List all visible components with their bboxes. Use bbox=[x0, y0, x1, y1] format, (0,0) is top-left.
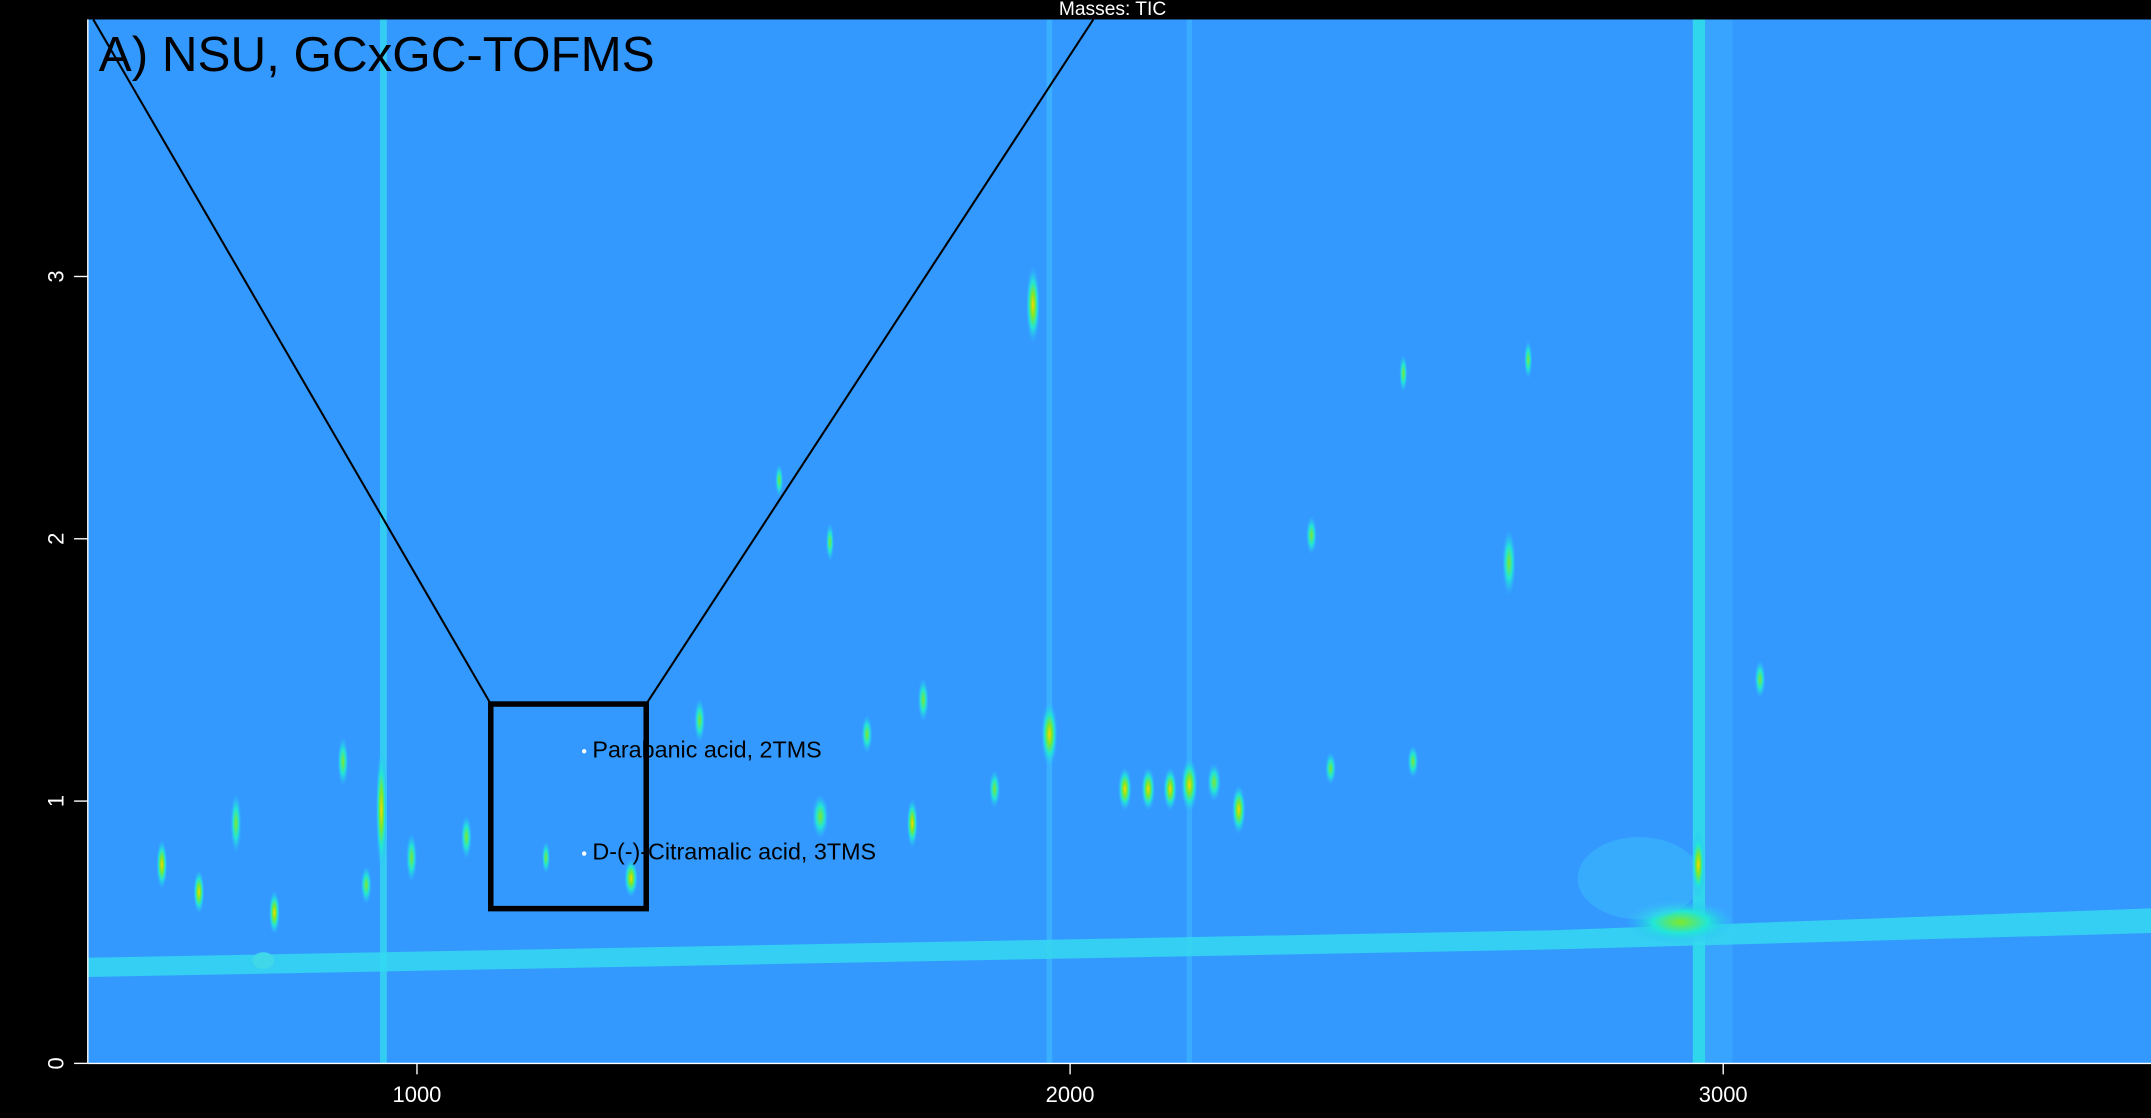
y-tick-label: 1 bbox=[43, 795, 68, 807]
peak-marker bbox=[582, 851, 586, 855]
y-tick-label: 0 bbox=[43, 1057, 68, 1069]
x-tick-label: 3000 bbox=[1699, 1082, 1748, 1107]
x-tick-label: 1000 bbox=[393, 1082, 442, 1107]
x-tick-label: 2000 bbox=[1046, 1082, 1095, 1107]
chart: Masses: TIC A) NSU, GCxGC-TOFMS Parabani… bbox=[0, 0, 2151, 1113]
y-tick-label: 2 bbox=[43, 533, 68, 545]
y-tick-label: 3 bbox=[43, 270, 68, 282]
peak-label: D-(-)-Citramalic acid, 3TMS bbox=[592, 839, 876, 865]
chart-title: A) NSU, GCxGC-TOFMS bbox=[99, 27, 655, 82]
peak-marker bbox=[582, 749, 586, 753]
header-label: Masses: TIC bbox=[1059, 0, 1166, 20]
peak-label: Parabanic acid, 2TMS bbox=[592, 736, 821, 762]
